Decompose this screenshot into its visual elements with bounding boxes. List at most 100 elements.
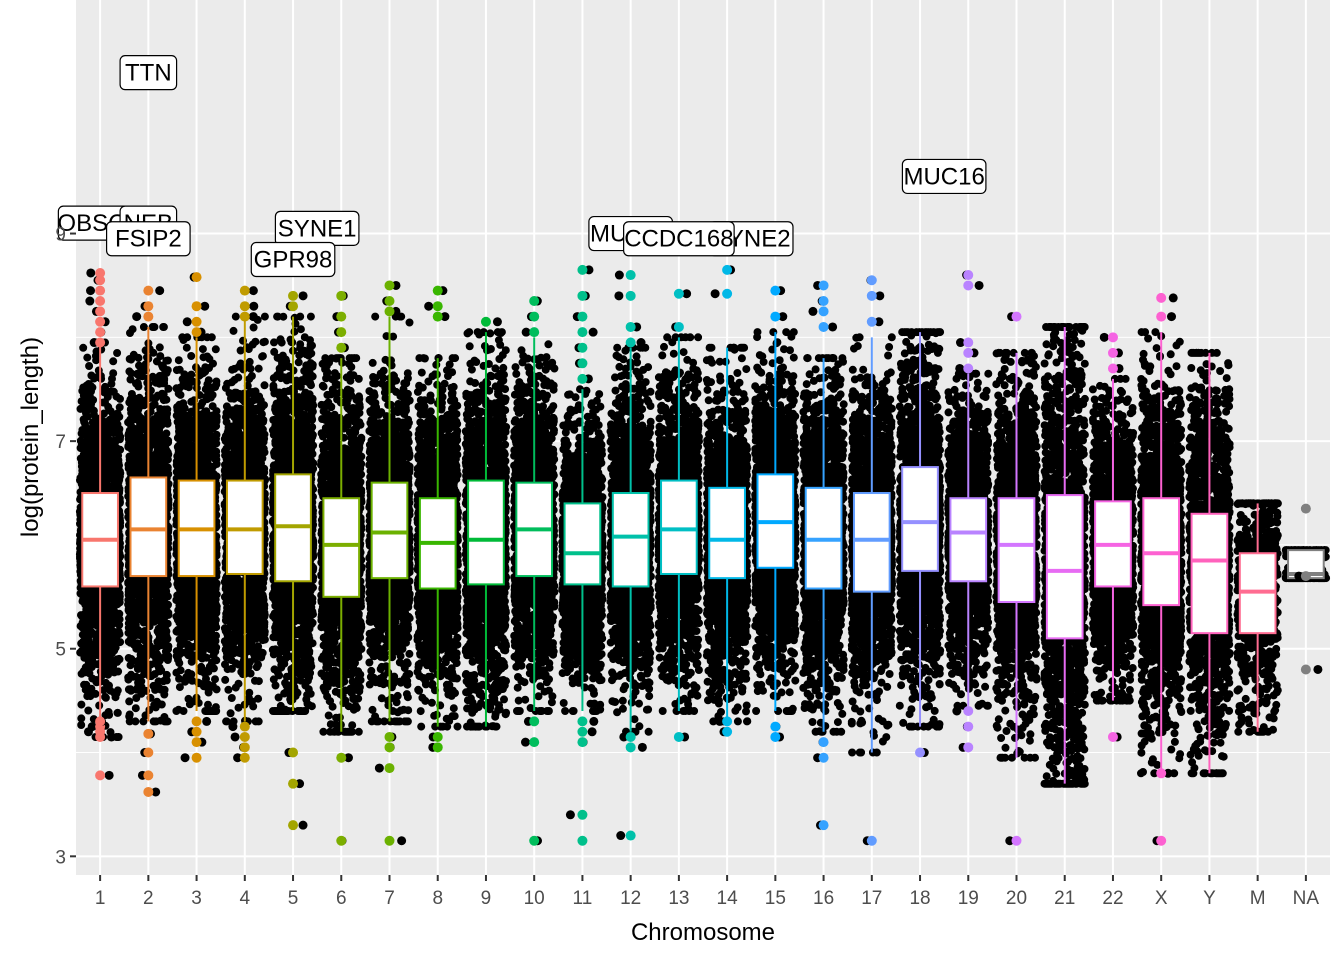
outlier-jitter-5: [298, 291, 308, 301]
outlier-jitter-17: [874, 317, 884, 327]
box-11: [563, 502, 602, 586]
outlier-jitter-13: [682, 289, 692, 299]
outlier-17: [866, 290, 877, 301]
outlier-16: [818, 280, 829, 291]
outlier-4: [239, 285, 250, 296]
outlier-2: [143, 301, 154, 312]
outlier-7: [384, 742, 395, 753]
outlier-jitter-11: [565, 810, 575, 820]
box-14: [708, 486, 746, 580]
outlier-jitter-14: [715, 716, 725, 726]
x-tick-label: 17: [861, 888, 882, 909]
outlier-jitter-19: [955, 363, 965, 373]
outlier-NA: [1300, 503, 1311, 514]
outlier-jitter-11: [588, 327, 598, 337]
outlier-jitter-4: [248, 286, 258, 296]
gene-label-box: [901, 158, 987, 195]
gene-label-box: [623, 221, 735, 257]
outlier-jitter-12: [616, 831, 626, 841]
outlier-15: [770, 731, 781, 742]
outlier-11: [577, 726, 588, 737]
outlier-11: [577, 716, 588, 727]
outlier-19: [963, 270, 974, 281]
outlier-1: [95, 267, 106, 278]
outlier-jitter-1: [86, 286, 96, 296]
outlier-jitter-X: [1167, 312, 1177, 322]
outlier-12: [625, 270, 636, 281]
outlier-5: [288, 301, 299, 312]
outlier-jitter-8: [424, 301, 434, 311]
outlier-8: [432, 742, 443, 753]
gene-label-text: MUC16: [903, 163, 984, 190]
outlier-11: [577, 311, 588, 322]
box-17: [852, 492, 891, 593]
outlier-jitter-11: [587, 727, 597, 737]
outlier-4: [239, 742, 250, 753]
outlier-3: [191, 316, 202, 327]
outlier-2: [143, 728, 154, 739]
gene-label-box: [105, 221, 191, 257]
x-tick-label: 8: [432, 888, 443, 909]
outlier-2: [143, 747, 154, 758]
outlier-1: [95, 316, 106, 327]
outlier-11: [577, 373, 588, 384]
x-tick-label: 11: [573, 888, 593, 909]
outlier-jitter-20: [1005, 836, 1015, 846]
outlier-4: [239, 731, 250, 742]
outlier-10: [529, 737, 540, 748]
outlier-6: [336, 290, 347, 301]
outlier-4: [239, 311, 250, 322]
outlier-1: [95, 306, 106, 317]
gene-label-text: FSIP2: [115, 226, 182, 253]
outlier-12: [625, 290, 636, 301]
outlier-19: [963, 280, 974, 291]
outlier-jitter-8: [440, 312, 450, 322]
box-12: [611, 492, 650, 588]
box-19: [949, 497, 988, 583]
y-tick-label: 7: [55, 432, 66, 453]
x-tick-label: 18: [909, 888, 930, 909]
outlier-1: [95, 716, 106, 727]
outlier-jitter-10: [521, 327, 531, 337]
x-tick-label: 5: [288, 888, 299, 909]
outlier-11: [577, 737, 588, 748]
x-tick-label: M: [1250, 888, 1266, 909]
outlier-jitter-4: [249, 301, 259, 311]
outlier-jitter-10: [520, 737, 530, 747]
outlier-6: [336, 327, 347, 338]
outlier-jitter-2: [151, 787, 161, 797]
outlier-17: [866, 316, 877, 327]
outlier-11: [577, 809, 588, 820]
outlier-jitter-14: [710, 289, 720, 299]
outlier-12: [625, 830, 636, 841]
outlier-11: [577, 358, 588, 369]
x-tick-label: 2: [143, 888, 154, 909]
outlier-3: [191, 272, 202, 283]
x-tick-label: 20: [1006, 888, 1027, 909]
box-6: [322, 497, 361, 598]
gene-label-muc16: MUC16: [901, 158, 987, 195]
gene-label-text: TTN: [125, 60, 172, 87]
outlier-jitter-NA: [1313, 664, 1323, 674]
outlier-11: [577, 290, 588, 301]
outlier-17: [866, 835, 877, 846]
outlier-jitter-19: [955, 338, 965, 348]
y-axis-title: log(protein_length): [17, 337, 44, 537]
outlier-19: [963, 742, 974, 753]
outlier-jitter-3: [182, 317, 192, 327]
outlier-1: [95, 770, 106, 781]
y-tick-label: 3: [55, 847, 66, 868]
gene-label-box: [250, 241, 336, 278]
outlier-14: [722, 716, 733, 727]
outlier-14: [722, 288, 733, 299]
outlier-jitter-7: [374, 763, 384, 773]
x-tick-label: 9: [481, 888, 492, 909]
outlier-15: [770, 721, 781, 732]
outlier-11: [577, 264, 588, 275]
outlier-X: [1156, 292, 1167, 303]
outlier-5: [288, 290, 299, 301]
outlier-15: [770, 311, 781, 322]
outlier-5: [288, 747, 299, 758]
outlier-2: [143, 311, 154, 322]
outlier-7: [384, 306, 395, 317]
